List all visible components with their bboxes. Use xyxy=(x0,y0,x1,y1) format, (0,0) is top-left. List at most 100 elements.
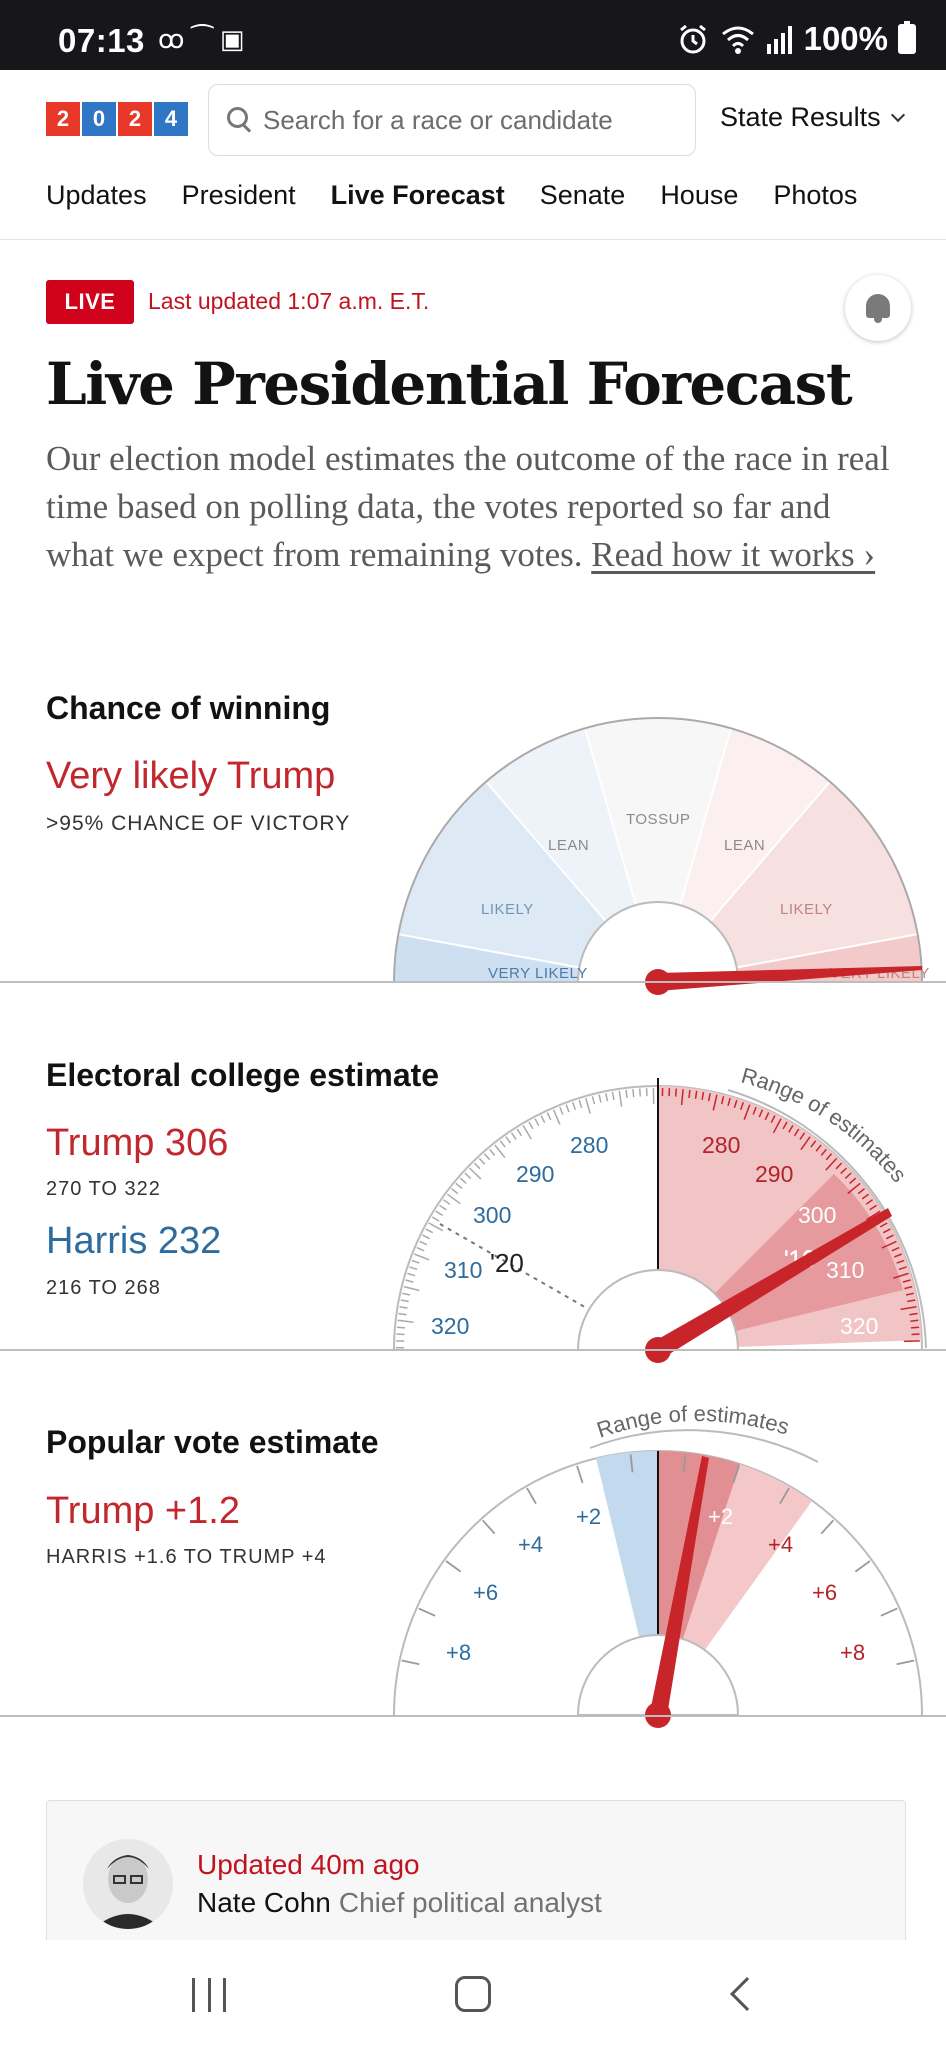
gauge-tick xyxy=(893,1272,909,1279)
gauge-tick xyxy=(896,1659,915,1666)
popular-needle xyxy=(650,1456,709,1716)
gauge-tick xyxy=(694,1090,698,1099)
pv-left-tick: +4 xyxy=(518,1532,543,1557)
nav-updates[interactable]: Updates xyxy=(46,180,147,210)
gauge-tick xyxy=(788,1125,794,1133)
gauge-tick xyxy=(779,1487,790,1505)
chance-subtitle: >95% CHANCE OF VICTORY xyxy=(46,812,351,835)
nav-house[interactable]: House xyxy=(660,180,739,210)
gauge-tick xyxy=(903,1340,920,1343)
pv-left-tick: +2 xyxy=(576,1504,601,1529)
author-line: Nate Cohn Chief political analyst xyxy=(197,1887,602,1919)
battery-icon xyxy=(898,21,916,54)
page-title: Live Presidential Forecast xyxy=(46,350,853,418)
notification-bell-button[interactable] xyxy=(845,275,911,341)
logo-digit: 2 xyxy=(118,102,152,136)
gauge-tick xyxy=(418,1607,436,1617)
popular-ticks xyxy=(401,1454,915,1666)
electoral-trump-range: 270 TO 322 xyxy=(46,1178,161,1200)
gauge-tick xyxy=(854,1560,871,1573)
gauge-tick xyxy=(405,1279,414,1283)
ec-right-tick: 280 xyxy=(702,1132,740,1158)
gauge-tick xyxy=(483,1153,491,1161)
gauge-tick xyxy=(820,1519,834,1535)
gauge-tick xyxy=(911,1333,920,1336)
state-results-dropdown[interactable]: State Results xyxy=(720,102,905,133)
gauge-tick xyxy=(505,1136,512,1144)
author-name: Nate Cohn xyxy=(197,1887,331,1918)
gauge-tick xyxy=(419,1240,428,1246)
nav-photos[interactable]: Photos xyxy=(773,180,858,210)
search-box[interactable] xyxy=(208,84,696,156)
gauge-tick xyxy=(629,1454,634,1473)
notification-icons: ꝏ ⁀ ▣ xyxy=(158,24,245,54)
chance-needle xyxy=(658,966,922,991)
section-nav: Updates President Live Forecast Senate H… xyxy=(46,180,892,211)
live-badge: LIVE xyxy=(46,280,134,324)
gauge-tick xyxy=(402,1292,411,1296)
label-lean-right: LEAN xyxy=(724,837,765,854)
chance-title: Chance of winning xyxy=(46,690,331,726)
gauge-tick xyxy=(516,1128,523,1137)
recent-apps-icon[interactable] xyxy=(192,1978,226,2012)
gauge-tick xyxy=(585,1097,591,1114)
gauge-tick xyxy=(478,1157,486,1165)
gauge-tick xyxy=(752,1106,757,1115)
divider xyxy=(0,1349,946,1351)
search-input[interactable] xyxy=(263,104,683,136)
read-how-it-works-link[interactable]: Read how it works › xyxy=(591,535,876,574)
gauge-tick xyxy=(499,1140,506,1148)
state-results-label: State Results xyxy=(720,102,881,132)
label-likely-left: LIKELY xyxy=(481,901,534,918)
intro-text: Our election model estimates the outcome… xyxy=(46,439,890,574)
gauge-tick xyxy=(632,1089,635,1098)
gauge-tick xyxy=(910,1326,920,1329)
gauge-tick xyxy=(625,1089,628,1098)
gauge-tick xyxy=(451,1188,459,1195)
gauge-tick xyxy=(411,1259,420,1264)
nav-president[interactable]: President xyxy=(181,180,296,210)
gauge-tick xyxy=(464,1172,472,1179)
update-time: Updated 40m ago xyxy=(197,1849,420,1880)
nav-senate[interactable]: Senate xyxy=(539,180,626,210)
status-time: 07:13 xyxy=(58,22,145,59)
status-bar: 07:13 ꝏ ⁀ ▣ 100% xyxy=(0,0,946,70)
wifi-icon xyxy=(721,26,754,54)
electoral-gauge: '20 '16 280 290 300 310 320 280 290 300 … xyxy=(393,1063,927,1363)
election-2024-logo[interactable]: 2 0 2 4 xyxy=(46,102,190,136)
gauge-tick xyxy=(489,1148,496,1156)
back-icon[interactable] xyxy=(730,1977,764,2011)
electoral-title: Electoral college estimate xyxy=(46,1057,440,1093)
gauge-tick xyxy=(528,1121,534,1130)
sector-tossup xyxy=(585,718,731,982)
nav-live-forecast[interactable]: Live Forecast xyxy=(330,180,505,210)
pv-right-tick: +2 xyxy=(708,1504,733,1529)
system-nav-bar xyxy=(0,1940,946,2048)
home-icon[interactable] xyxy=(455,1976,491,2012)
gauge-tick xyxy=(910,1319,919,1322)
sector-likely-harris xyxy=(398,782,658,982)
pv-left-tick: +8 xyxy=(446,1640,471,1665)
mark-2020: '20 xyxy=(490,1248,524,1278)
gauge-tick xyxy=(865,1199,874,1205)
pv-right-tick: +8 xyxy=(840,1640,865,1665)
author-photo xyxy=(83,1839,173,1929)
gauge-tick xyxy=(793,1128,800,1137)
gauge-tick xyxy=(844,1172,852,1179)
gauge-tick xyxy=(825,1153,833,1161)
gauge-tick xyxy=(909,1312,918,1316)
label-very-likely-left: VERY LIKELY xyxy=(488,965,588,982)
gauge-tick xyxy=(473,1162,481,1170)
gauge-tick xyxy=(407,1272,416,1277)
gauge-tick xyxy=(455,1182,463,1189)
gauge-tick xyxy=(815,1144,822,1152)
electoral-harris: Harris 232 xyxy=(46,1220,222,1262)
update-card[interactable]: Updated 40m ago Nate Cohn Chief political… xyxy=(46,1800,906,1960)
gauge-tick xyxy=(546,1112,552,1121)
gauge-tick xyxy=(857,1188,865,1195)
popular-gauge: +2 +4 +6 +8 +2 +4 +6 +8 Range of estimat… xyxy=(393,1401,923,1728)
pv-right-tick: +4 xyxy=(768,1532,793,1557)
gauge-tick xyxy=(896,1259,905,1264)
gauge-tick xyxy=(847,1182,861,1195)
gauge-tick xyxy=(849,1177,857,1184)
